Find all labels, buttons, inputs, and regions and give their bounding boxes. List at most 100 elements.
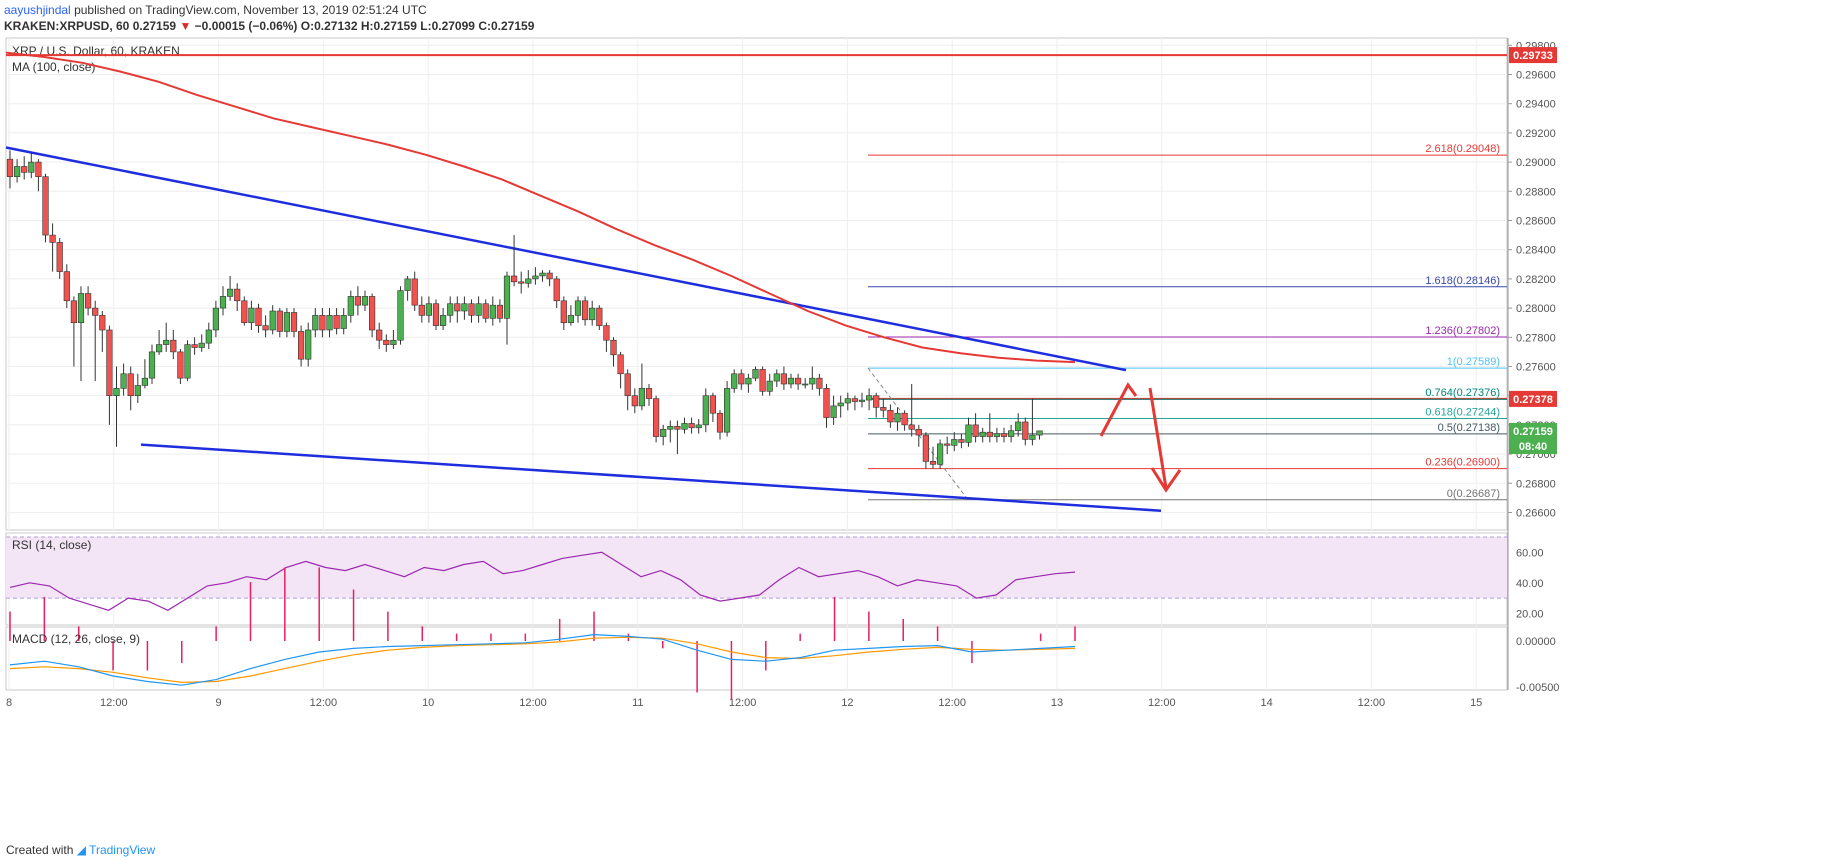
candle-body <box>120 373 127 389</box>
candle-body <box>234 288 241 302</box>
candle-body <box>454 303 461 312</box>
x-tick-label: 13 <box>1051 697 1063 709</box>
candle-body <box>177 351 184 379</box>
macd-tick-label: 0.00000 <box>1516 636 1556 648</box>
candle-body <box>716 412 724 433</box>
y-tick-label: 0.28800 <box>1516 186 1556 198</box>
candle-body <box>567 315 574 323</box>
candle-body <box>361 296 369 306</box>
x-tick-label: 12:00 <box>729 697 757 709</box>
y-tick-label: 0.27800 <box>1516 332 1556 344</box>
macd-line <box>9 633 1076 686</box>
author-link[interactable]: aayushjindal <box>4 3 71 17</box>
candle-body <box>198 342 205 348</box>
price-axis-badge <box>1509 422 1557 439</box>
x-tick-label: 12:00 <box>1148 697 1176 709</box>
publisher-line: aayushjindal published on TradingView.co… <box>4 3 427 17</box>
candle-body <box>219 296 227 309</box>
x-tick-label: 12 <box>841 697 853 709</box>
candle-body <box>667 426 674 430</box>
candle-body <box>1029 434 1036 440</box>
candle-body <box>589 307 596 321</box>
candle-body <box>617 354 624 375</box>
candle-body <box>503 275 511 319</box>
fib-level-label: 1(0.27589) <box>1447 356 1500 368</box>
tradingview-brand-link[interactable]: TradingView <box>89 843 156 857</box>
candle-body <box>397 290 404 341</box>
footer: Created with ◢ TradingView <box>6 843 155 857</box>
y-tick-label: 0.27600 <box>1516 361 1556 373</box>
candle-body <box>461 303 468 312</box>
low-value: 0.27099 <box>431 19 475 33</box>
candle-body <box>290 312 298 332</box>
fib-level-label: 0.5(0.27138) <box>1438 422 1500 434</box>
candle-body <box>908 424 915 430</box>
candle-body <box>731 373 738 389</box>
candle-body <box>212 307 220 331</box>
candle-body <box>887 409 894 423</box>
candle-body <box>851 398 858 402</box>
candle-body <box>148 351 156 379</box>
candle-body <box>894 412 901 423</box>
x-tick-label: 15 <box>1470 697 1482 709</box>
candle-body <box>269 310 276 331</box>
candle-body <box>745 377 752 385</box>
y-tick-label: 0.26800 <box>1516 478 1556 490</box>
candle-body <box>127 373 134 396</box>
price-axis-badge-text: 0.27378 <box>1513 394 1553 406</box>
candle-body <box>709 395 716 414</box>
candle-body <box>425 303 433 316</box>
high-label: H: <box>360 19 374 33</box>
candle-body <box>915 428 922 436</box>
fib-level-label: 0.618(0.27244) <box>1425 406 1500 418</box>
publish-info: published on TradingView.com, November 1… <box>74 3 427 17</box>
candle-body <box>496 304 504 319</box>
trendline-lower <box>140 443 1162 512</box>
candle-body <box>1007 430 1015 437</box>
candle-body <box>645 388 653 399</box>
candle-body <box>759 369 766 392</box>
candle-body <box>411 278 418 306</box>
price-axis-badge <box>1509 438 1557 455</box>
candle-body <box>695 424 702 429</box>
candle-body <box>794 377 802 385</box>
candle-body <box>525 278 532 284</box>
tradingview-logo-icon: ◢ <box>76 843 86 857</box>
y-tick-label: 0.29600 <box>1516 69 1556 81</box>
candle-body <box>326 315 333 331</box>
candle-body <box>170 339 177 353</box>
candle-body <box>631 395 638 407</box>
candle-body <box>347 296 354 316</box>
candle-body <box>205 329 212 344</box>
candle-body <box>248 307 255 323</box>
symbol-line: KRAKEN:XRPUSD, 60 0.27159 ▼ −0.00015 (−0… <box>4 19 534 33</box>
candle-body <box>780 373 787 385</box>
candle-body <box>951 439 958 446</box>
candle-body <box>979 431 986 437</box>
candle-body <box>354 296 362 306</box>
y-tick-label: 0.29000 <box>1516 157 1556 169</box>
candle-body <box>106 329 113 396</box>
x-tick-label: 10 <box>422 697 434 709</box>
candle-body <box>92 307 99 316</box>
symbol-name: KRAKEN:XRPUSD, 60 <box>4 19 130 33</box>
candle-body <box>56 242 63 272</box>
candle-body <box>312 315 319 331</box>
candle-body <box>936 443 944 465</box>
candle-body <box>227 288 234 297</box>
candle-body <box>880 407 887 411</box>
candle-body <box>184 344 191 379</box>
candle-body <box>439 315 447 326</box>
candle-body <box>255 307 262 326</box>
candle-body <box>518 281 525 284</box>
candle-body <box>368 296 376 331</box>
candle-body <box>944 443 951 446</box>
candle-body <box>99 315 106 331</box>
rsi-line <box>9 551 1076 611</box>
candle-body <box>70 300 77 323</box>
candle-body <box>191 344 198 348</box>
candle-body <box>475 303 482 316</box>
candle-body <box>844 398 851 404</box>
candle-body <box>624 373 631 396</box>
